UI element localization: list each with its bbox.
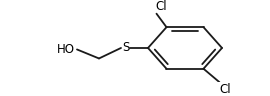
Text: S: S (122, 41, 130, 54)
Text: Cl: Cl (220, 83, 231, 96)
Text: HO: HO (57, 43, 75, 56)
Text: Cl: Cl (156, 0, 167, 13)
